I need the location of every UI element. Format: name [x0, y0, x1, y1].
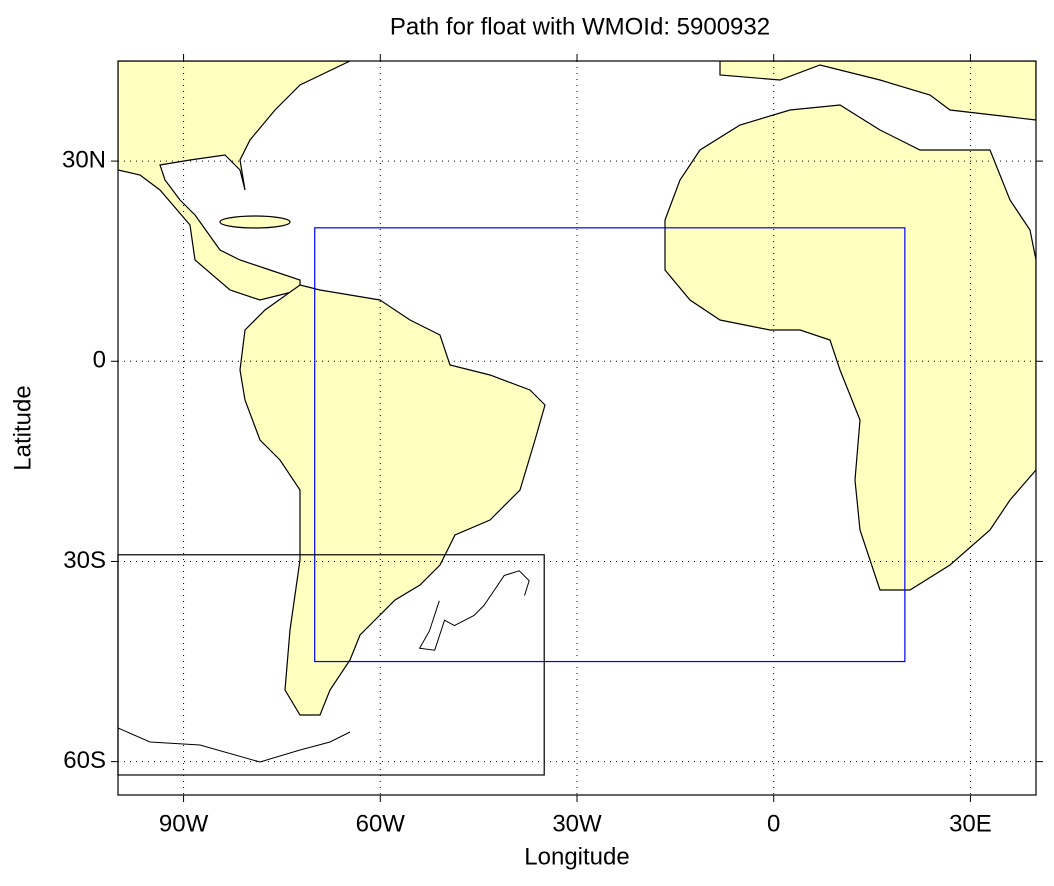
europe: [719, 61, 1036, 121]
north-america: [118, 61, 351, 301]
x-tick-label: 0: [767, 810, 780, 837]
y-tick-label: 30N: [62, 146, 106, 173]
x-tick-label: 30E: [949, 810, 992, 837]
y-tick-label: 60S: [63, 747, 106, 774]
y-tick-label: 0: [93, 347, 106, 374]
south-america: [239, 284, 546, 716]
region-box: [314, 227, 906, 663]
x-tick-label: 30W: [552, 810, 602, 837]
x-tick-label: 90W: [159, 810, 209, 837]
land: [118, 61, 1036, 763]
antarctic-coast: [118, 727, 351, 763]
region-box: [117, 554, 545, 776]
float-path: [418, 570, 530, 651]
y-tick-label: 30S: [63, 547, 106, 574]
x-tick-label: 60W: [356, 810, 406, 837]
africa: [664, 104, 1036, 591]
y-axis-label: Latitude: [9, 385, 36, 470]
x-axis-label: Longitude: [524, 843, 629, 870]
chart-title: Path for float with WMOId: 5900932: [390, 13, 770, 40]
cuba: [219, 215, 291, 229]
